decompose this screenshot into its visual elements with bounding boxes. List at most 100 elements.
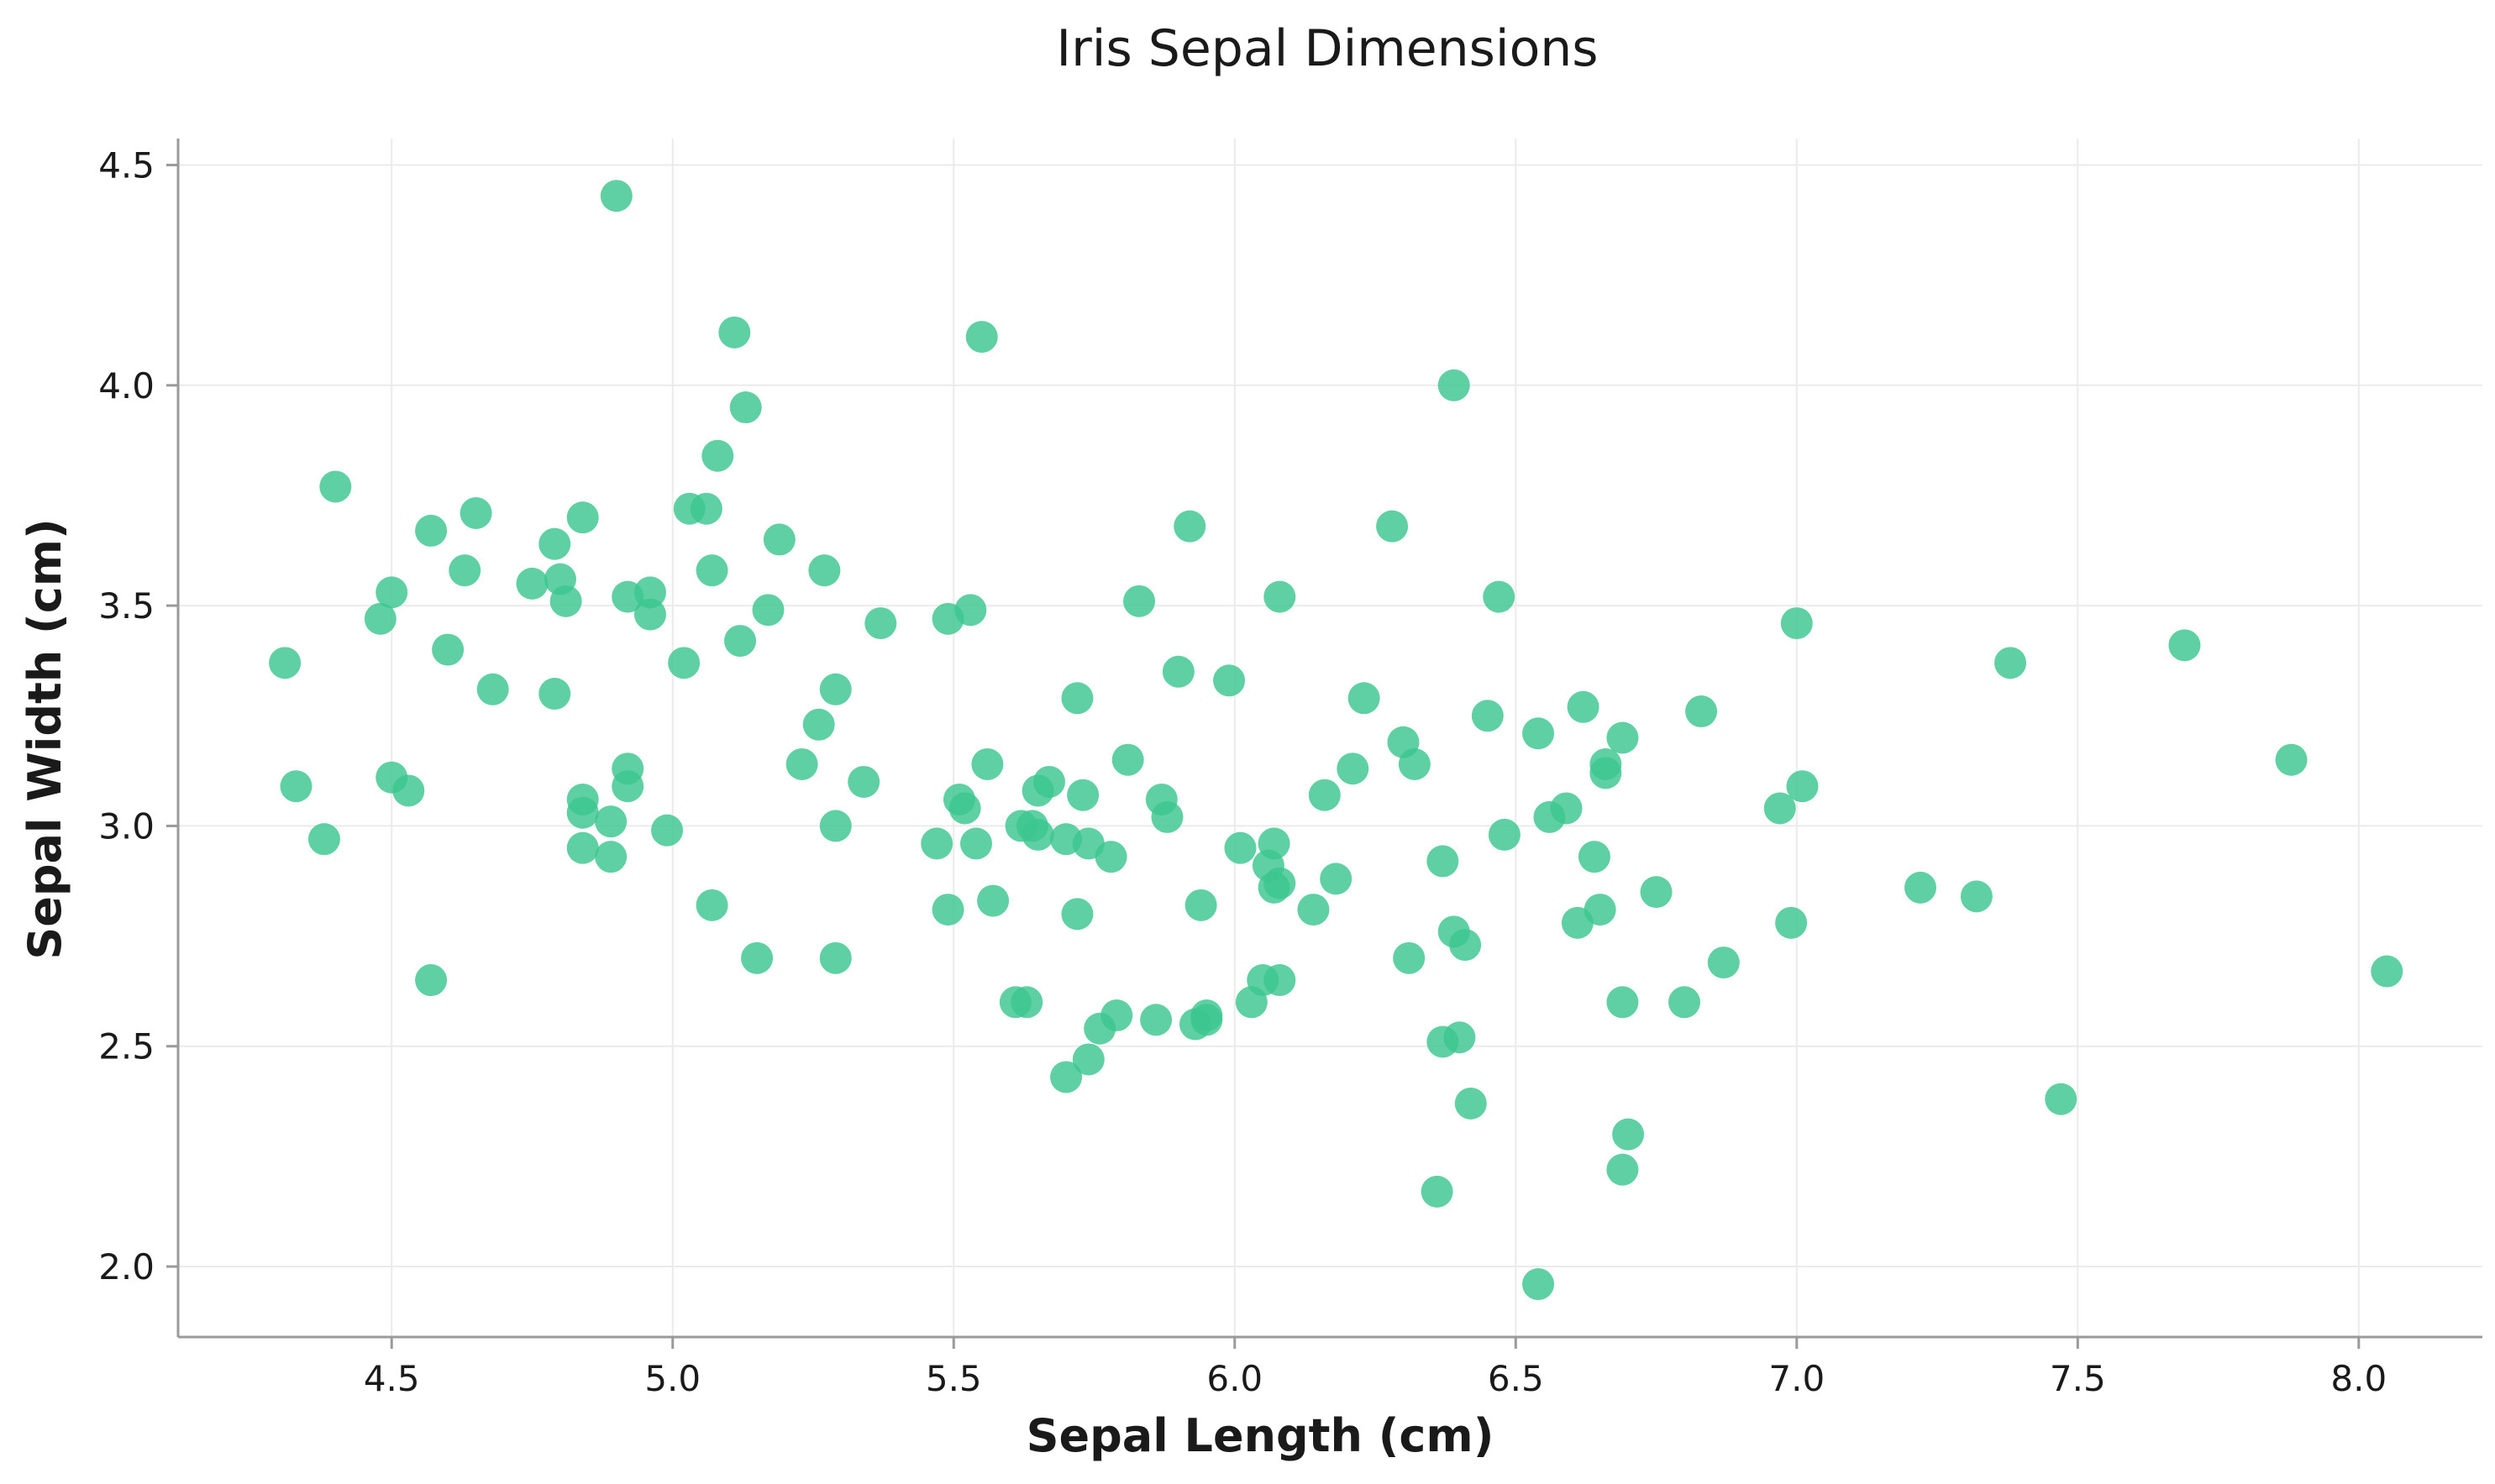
y-axis-label: Sepal Width (cm) [18, 518, 71, 959]
y-tick-label: 3.5 [98, 585, 155, 627]
data-point [1668, 986, 1700, 1019]
data-point [1606, 721, 1639, 754]
data-point [1100, 999, 1133, 1032]
data-point [932, 894, 964, 926]
data-point [566, 831, 599, 864]
data-point [1263, 867, 1296, 899]
data-point [392, 774, 425, 807]
axes [176, 139, 2482, 1339]
data-point [1454, 1087, 1487, 1120]
data-point [1606, 986, 1639, 1019]
data-point [1960, 880, 1993, 913]
data-point [633, 576, 666, 609]
data-point [1786, 770, 1819, 803]
data-point [808, 554, 841, 587]
data-point [1140, 1004, 1173, 1036]
y-tick-label: 3.0 [98, 805, 155, 847]
data-point [1213, 664, 1246, 697]
data-point [1190, 1004, 1223, 1036]
x-tick-label: 7.0 [1768, 1358, 1825, 1399]
data-point [1449, 929, 1482, 962]
data-point [376, 576, 408, 609]
data-point [460, 496, 492, 529]
data-point [848, 765, 880, 798]
y-tick-label: 4.5 [98, 144, 155, 186]
data-point [960, 827, 993, 860]
x-tick-label: 4.5 [364, 1358, 420, 1399]
data-point [785, 747, 818, 780]
data-point [1067, 779, 1100, 811]
data-point [1376, 510, 1409, 543]
data-point [1308, 779, 1341, 811]
data-point [319, 470, 352, 503]
data-point [364, 602, 397, 635]
data-point [651, 814, 684, 847]
data-point [1224, 831, 1257, 864]
data-point [1775, 906, 1808, 939]
data-point [595, 841, 628, 873]
data-point [280, 770, 313, 803]
data-point [476, 673, 509, 705]
data-point [538, 678, 571, 711]
data-point [1072, 1043, 1105, 1076]
data-point [1184, 889, 1217, 921]
data-points [269, 180, 2403, 1301]
data-point [1488, 818, 1521, 851]
data-point [1443, 1021, 1476, 1054]
data-point [954, 594, 987, 627]
data-point [1483, 580, 1515, 613]
data-point [1426, 845, 1459, 878]
data-point [516, 567, 549, 600]
chart-title: Iris Sepal Dimensions [1056, 19, 1598, 78]
data-point [1123, 585, 1156, 617]
data-point [600, 180, 633, 212]
data-point [718, 316, 751, 349]
data-point [1393, 941, 1426, 974]
y-tick-label: 2.0 [98, 1246, 155, 1287]
x-tick-label: 5.0 [644, 1358, 701, 1399]
data-point [1994, 647, 2027, 679]
data-point [595, 805, 628, 838]
data-point [921, 827, 953, 860]
data-point [1567, 690, 1599, 723]
data-point [1320, 863, 1353, 895]
data-point [802, 708, 835, 741]
data-point [696, 889, 728, 921]
data-point [696, 554, 728, 587]
data-point [2371, 955, 2403, 988]
data-point [864, 607, 897, 640]
data-point [819, 810, 852, 842]
data-point [1162, 655, 1195, 688]
data-point [1763, 792, 1796, 825]
data-point [1347, 682, 1380, 715]
data-point [538, 527, 571, 560]
data-point [2275, 743, 2308, 776]
data-point [1522, 717, 1555, 750]
data-point [763, 523, 796, 556]
data-point [612, 770, 644, 803]
data-point [1584, 894, 1616, 926]
data-point [965, 321, 998, 354]
data-point [1050, 1061, 1083, 1093]
data-point [1685, 695, 1718, 728]
data-point [415, 514, 448, 547]
data-point [819, 941, 852, 974]
data-point [1471, 700, 1504, 732]
data-point [819, 673, 852, 705]
data-point [1011, 986, 1043, 1019]
data-point [741, 941, 774, 974]
data-point [1398, 747, 1431, 780]
x-tick-label: 6.0 [1206, 1358, 1263, 1399]
data-point [971, 747, 1004, 780]
data-point [269, 647, 302, 679]
data-point [1111, 743, 1144, 776]
data-point [415, 964, 448, 997]
x-tick-label: 8.0 [2330, 1358, 2387, 1399]
data-point [1437, 369, 1470, 401]
data-point [1640, 876, 1673, 909]
data-point [1780, 607, 1813, 640]
data-point [566, 501, 599, 534]
data-point [729, 391, 762, 424]
data-point [1095, 841, 1127, 873]
